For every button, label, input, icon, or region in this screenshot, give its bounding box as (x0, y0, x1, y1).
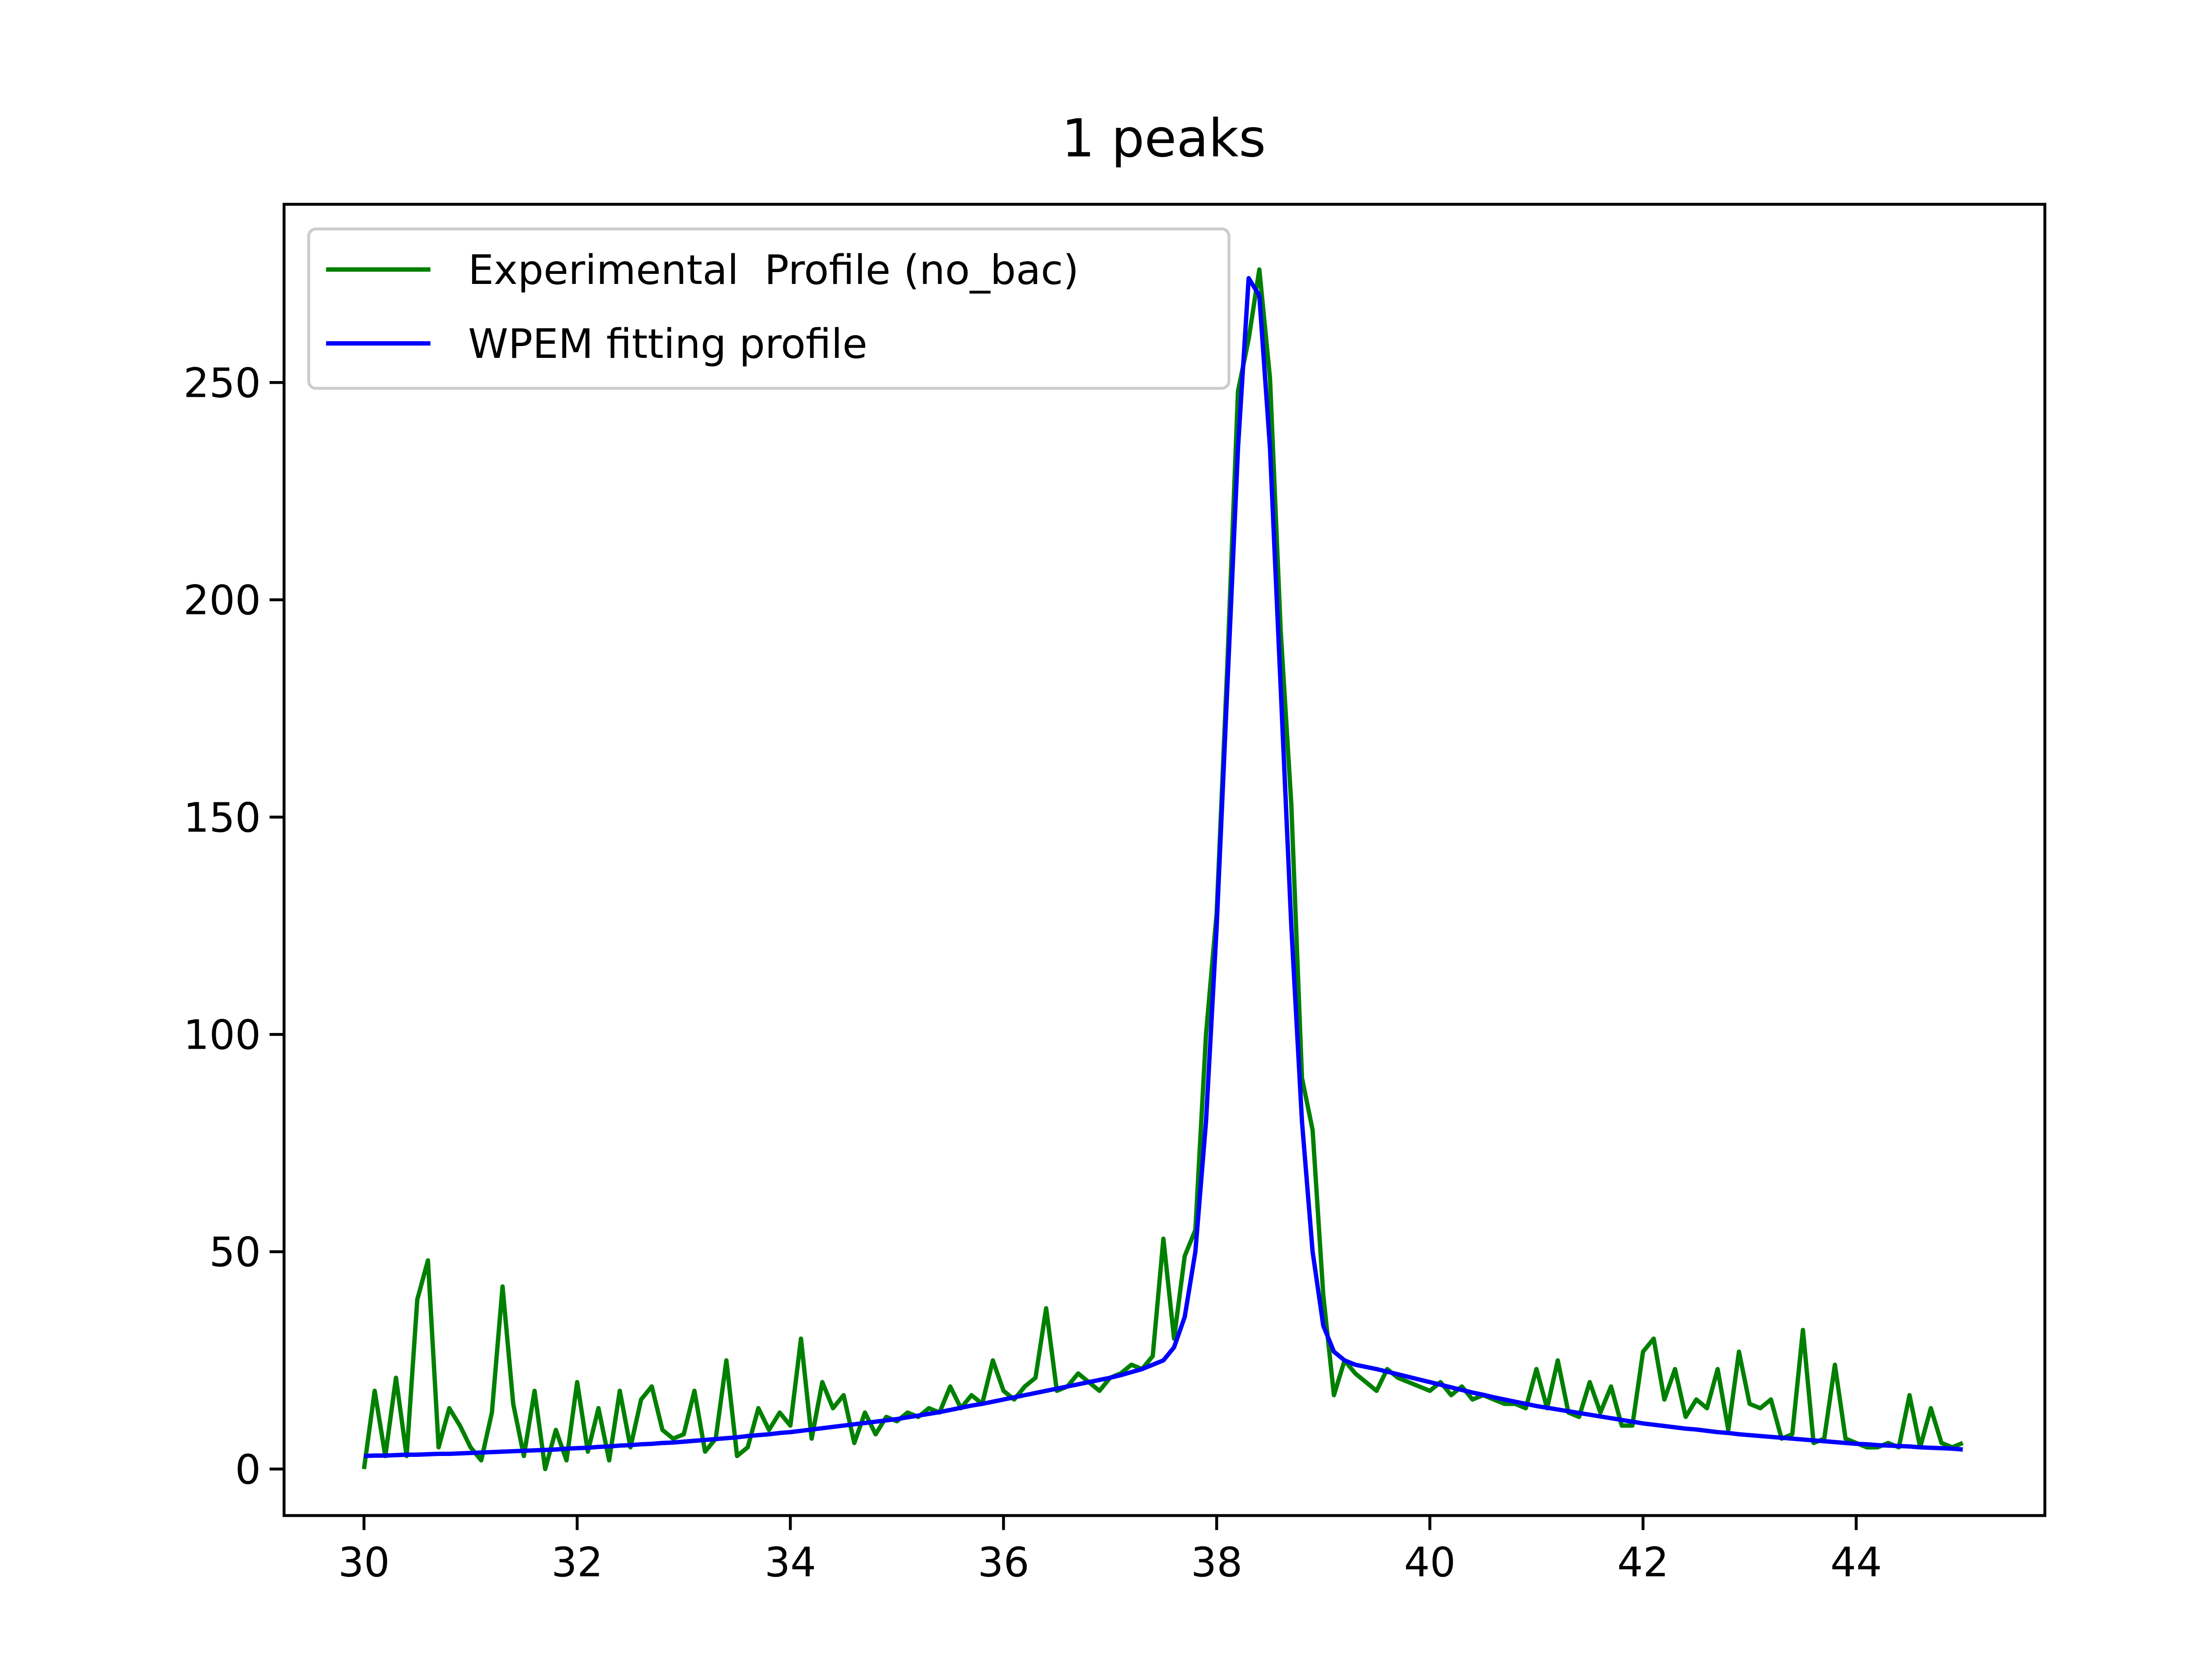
x-tick-label: 40 (1404, 1539, 1456, 1586)
x-tick-label: 36 (978, 1539, 1029, 1586)
legend-frame (307, 227, 1231, 390)
series-line (364, 276, 1963, 1458)
y-tick-label: 250 (183, 359, 261, 406)
legend-label: Experimental Profile (no_bac) (468, 246, 1079, 294)
plot-frame (282, 203, 2047, 1517)
y-tick-label: 100 (183, 1012, 261, 1059)
y-tick-label: 200 (183, 577, 261, 624)
y-tick-label: 150 (183, 794, 261, 841)
legend-label: WPEM fitting profile (468, 320, 867, 368)
chart-title: 1 peaks (1062, 108, 1266, 169)
x-tick-label: 42 (1617, 1539, 1669, 1586)
x-tick-label: 34 (764, 1539, 816, 1586)
y-tick-label: 0 (235, 1446, 261, 1493)
y-tick-label: 50 (209, 1228, 261, 1276)
x-tick-label: 30 (338, 1539, 390, 1586)
x-tick-label: 38 (1191, 1539, 1242, 1586)
x-tick-label: 32 (551, 1539, 603, 1586)
legend: Experimental Profile (no_bac) WPEM fittin… (307, 227, 1231, 390)
x-tick-label: 44 (1830, 1539, 1882, 1586)
